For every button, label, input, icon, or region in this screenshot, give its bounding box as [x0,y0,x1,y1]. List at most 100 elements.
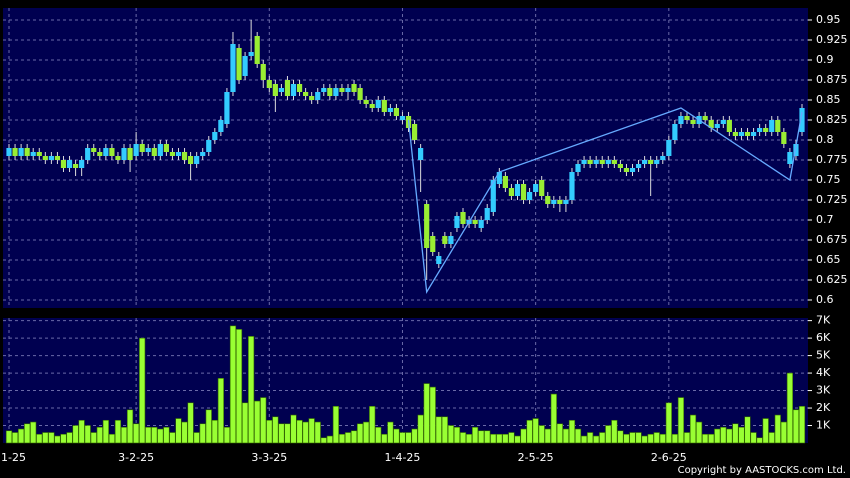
candle-body [345,88,351,92]
candle-body [230,44,236,92]
y-tick-label: 0.95 [816,13,841,26]
candle-body [648,160,654,164]
candle-body [520,184,527,200]
y-tick-label: 0.9 [816,53,834,66]
candle-body [726,120,732,132]
candle-body [54,156,61,160]
volume-bar [314,421,321,444]
volume-bar [78,419,85,444]
volume-bar [490,433,497,444]
candle-body [757,128,763,132]
volume-bar [387,421,394,444]
volume-bar [786,372,793,444]
volume-bar [223,426,231,444]
volume-bar [447,425,455,444]
volume-bar [556,423,563,444]
candle-body [36,152,42,156]
volume-bar [762,418,769,444]
x-tick-label: 2-5-25 [518,451,554,464]
candle-body [236,48,242,80]
candle-body [369,104,375,108]
candle-body [121,148,127,160]
candle-body [599,160,605,164]
candle-body [181,152,188,160]
candle-body [309,96,315,100]
volume-bar [187,402,194,444]
candle-body [48,156,54,160]
candle-body [109,148,115,156]
candle-body [333,88,339,96]
volume-bar [211,419,218,444]
candle-body [260,64,266,80]
volume-bar [338,433,346,444]
candle-body [460,212,466,224]
x-tick-label: 1-25 [1,451,26,464]
candle-body [666,140,672,156]
volume-bar [562,428,570,444]
volume-bar [363,421,370,444]
volume-bar [508,432,515,444]
candle-body [97,152,103,156]
volume-bar [465,433,473,444]
volume-bar [108,433,116,444]
y-tick-label: 0.85 [816,93,841,106]
candle-body [399,116,406,120]
candle-body [775,120,781,132]
volume-bar [683,432,691,444]
volume-bar [405,432,412,444]
volume-bar [199,423,206,444]
candle-body [617,164,623,168]
candle-body [79,160,85,168]
volume-bar [90,432,97,444]
volume-bar [302,421,309,444]
volume-bar [350,430,358,444]
volume-bar [344,432,352,444]
y-tick-label: 0.7 [816,213,834,226]
candle-body [611,160,617,164]
y-tick-label: 0.625 [816,273,848,286]
candle-body [478,220,484,228]
volume-bar [611,419,618,444]
candle-body [411,124,418,140]
copyright: Copyright by AASTOCKS.com Ltd. [678,465,846,476]
candle-body [569,172,575,200]
volume-bar [205,409,212,444]
volume-bar [429,386,436,444]
candle-body [690,120,696,124]
volume-bar [623,433,630,444]
y-tick-label: 0.8 [816,133,834,146]
volume-bar [126,409,134,444]
candle-body [684,116,690,120]
candle-body [642,160,648,164]
volume-bar [133,423,140,444]
volume-bar [369,405,376,444]
volume-bar [320,437,327,444]
volume-bar [714,428,721,444]
volume-bar [653,432,660,444]
x-tick-label: 1-4-25 [385,451,421,464]
candle-body [24,148,30,156]
volume-bar [157,428,164,444]
volume-bar [60,433,67,444]
candle-body [284,80,291,96]
candle-body [454,216,460,228]
candle-body [635,164,642,168]
y-tick-label: 2K [816,401,831,414]
volume-bar [175,418,182,444]
candle-body [272,84,278,96]
candle-body [66,160,73,168]
volume-bar [102,419,109,444]
volume-bar [260,397,267,444]
volume-bar [169,432,176,444]
volume-bar [278,423,285,444]
y-tick-label: 0.875 [816,73,848,86]
volume-bar [11,432,19,444]
volume-bar [768,432,775,444]
volume-bar [774,414,781,444]
volume-bar [120,426,128,444]
candle-body [763,128,769,132]
volume-bar [72,425,79,444]
volume-bar [393,428,400,444]
